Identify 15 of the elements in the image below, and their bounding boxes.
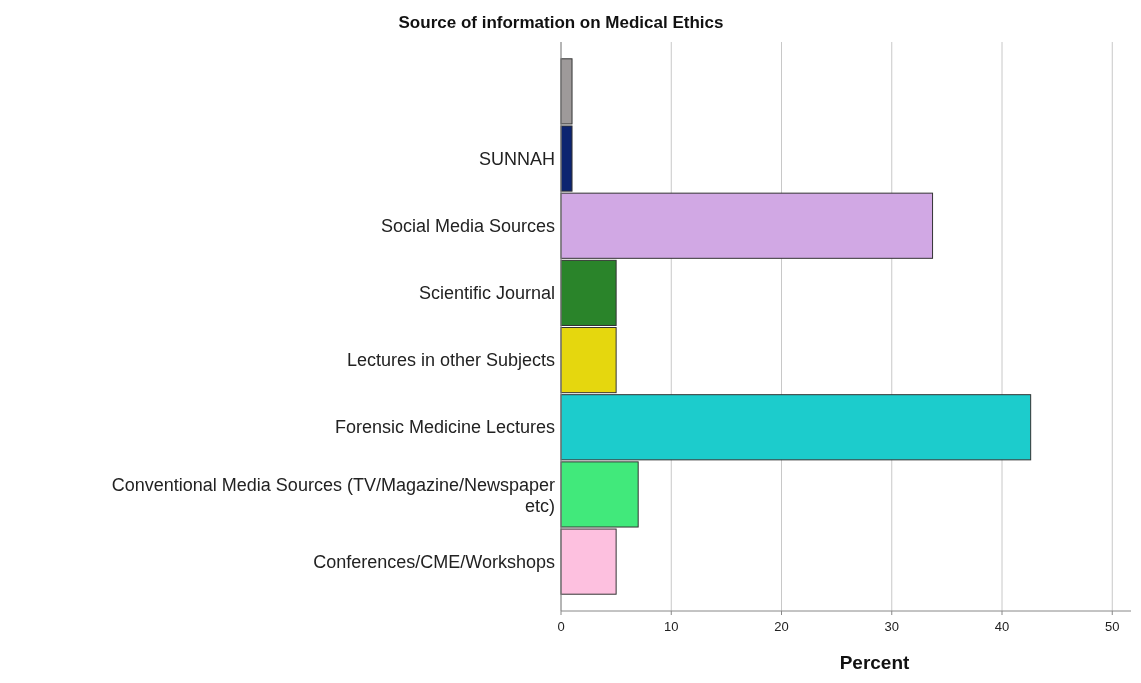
y-tick-label: Forensic Medicine Lectures bbox=[334, 417, 555, 438]
x-tick-label: 20 bbox=[774, 619, 789, 634]
x-tick-label: 50 bbox=[1105, 619, 1120, 634]
x-tick-label: 30 bbox=[884, 619, 899, 634]
y-tick-label: Conventional Media Sources (TV/Magazine/Newspaper etc) bbox=[111, 474, 555, 516]
y-tick-label: SUNNAH bbox=[478, 148, 555, 169]
x-tick-label: 10 bbox=[664, 619, 679, 634]
chart-title: Source of information on Medical Ethics bbox=[398, 13, 724, 32]
x-axis-title: Percent bbox=[839, 652, 911, 673]
x-tick-label: 40 bbox=[994, 619, 1010, 634]
y-tick-label: Social Media Sources bbox=[380, 215, 555, 236]
x-tick-label: 0 bbox=[557, 619, 565, 634]
y-tick-label: Conferences/CME/Workshops bbox=[313, 551, 555, 572]
y-tick-label: Lectures in other Subjects bbox=[346, 350, 555, 371]
y-tick-label: Scientific Journal bbox=[418, 282, 555, 303]
